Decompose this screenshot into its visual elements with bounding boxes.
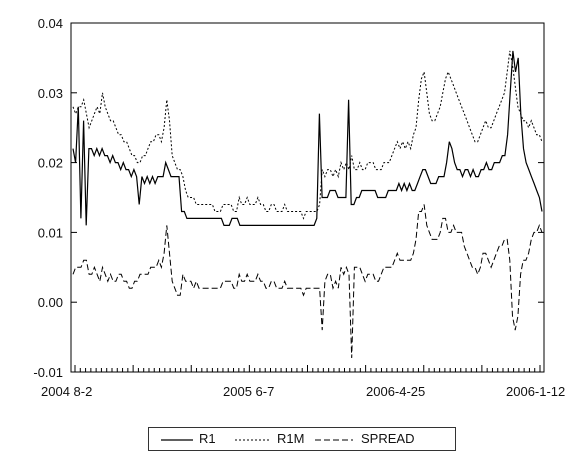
legend-swatch-spread xyxy=(315,439,353,441)
y-axis-labels: 0.04 0.03 0.02 0.01 0.00 -0.01 xyxy=(33,16,63,380)
legend-swatch-r1 xyxy=(161,439,193,441)
y-tick-label: -0.01 xyxy=(33,365,63,380)
x-axis-ticks xyxy=(74,365,541,372)
plot-frame xyxy=(70,22,545,373)
y-tick-label: 0.03 xyxy=(38,86,63,101)
legend-label-r1: R1 xyxy=(199,431,216,446)
x-tick-label: 2005 6-7 xyxy=(223,384,274,399)
series-line-r1m xyxy=(72,50,543,220)
series-line-spread xyxy=(72,204,543,359)
y-axis-ticks xyxy=(71,22,544,373)
x-tick-label: 2006-4-25 xyxy=(366,384,425,399)
x-axis-labels: 2004 8-2 2005 6-7 2006-4-25 2006-1-12 xyxy=(41,384,565,399)
legend-label-spread: SPREAD xyxy=(361,431,415,446)
legend: R1 R1M SPREAD xyxy=(148,427,456,451)
series-line-r1 xyxy=(72,50,543,226)
x-tick-label: 2006-1-12 xyxy=(506,384,565,399)
y-tick-label: 0.00 xyxy=(38,295,63,310)
x-tick-label: 2004 8-2 xyxy=(41,384,92,399)
legend-swatch-r1m xyxy=(235,439,271,441)
y-tick-label: 0.04 xyxy=(38,16,63,31)
y-tick-label: 0.02 xyxy=(38,156,63,171)
legend-label-r1m: R1M xyxy=(277,431,305,446)
y-tick-label: 0.01 xyxy=(38,225,63,240)
series-layer xyxy=(72,50,543,359)
